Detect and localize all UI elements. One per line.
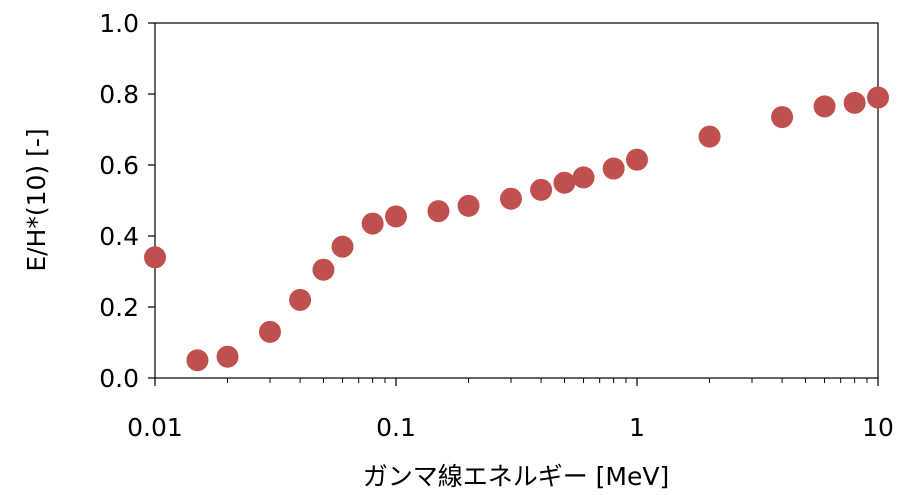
y-axis-title: E/H*(10) [-] [22, 128, 51, 271]
data-point [573, 166, 595, 188]
data-point [844, 92, 866, 114]
data-points [144, 87, 889, 372]
data-point [385, 205, 407, 227]
data-point [626, 149, 648, 171]
y-tick-label: 0.4 [99, 222, 139, 251]
y-tick-label: 1.0 [99, 9, 139, 38]
y-tick-label: 0.6 [99, 151, 139, 180]
x-tick-label: 0.1 [376, 413, 416, 442]
data-point [289, 289, 311, 311]
x-tick-label: 0.01 [127, 413, 183, 442]
data-point [332, 236, 354, 258]
data-point [427, 200, 449, 222]
y-tick-label: 0.0 [99, 364, 139, 393]
data-point [458, 195, 480, 217]
y-tick-label: 0.8 [99, 80, 139, 109]
data-point [867, 87, 889, 109]
data-point [553, 172, 575, 194]
x-tick-label: 10 [862, 413, 894, 442]
data-point [500, 188, 522, 210]
data-point [217, 346, 239, 368]
data-point [699, 126, 721, 148]
data-point [312, 259, 334, 281]
data-point [603, 158, 625, 180]
data-point [814, 95, 836, 117]
y-tick-label: 0.2 [99, 293, 139, 322]
data-point [259, 321, 281, 343]
x-axis-title: ガンマ線エネルギー [MeV] [363, 462, 670, 491]
tick-labels: 0.0 0.2 0.4 0.6 0.8 1.0 0.01 0.1 1 10 [99, 9, 894, 442]
data-point [144, 246, 166, 268]
data-point [771, 106, 793, 128]
data-point [530, 179, 552, 201]
data-point [186, 349, 208, 371]
data-point [362, 213, 384, 235]
x-tick-label: 1 [629, 413, 645, 442]
